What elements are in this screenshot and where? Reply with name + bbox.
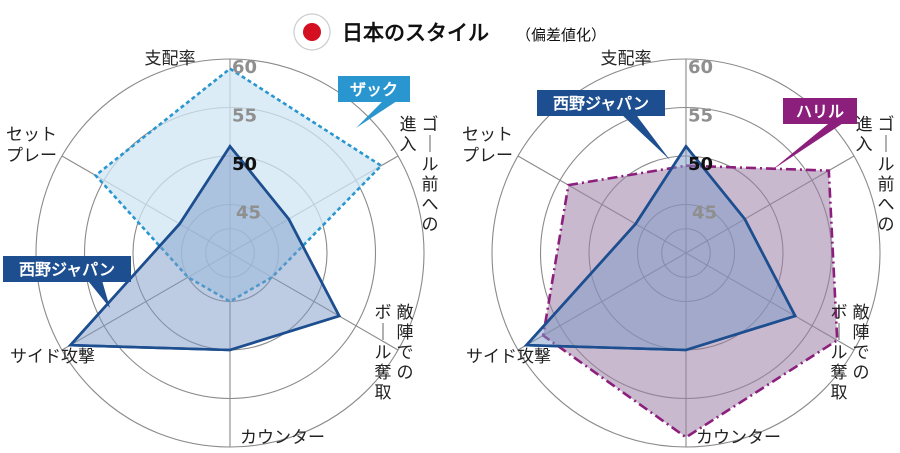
category-label: ル [422,155,439,175]
legend-pointer [356,101,397,128]
tick-label: 55 [688,106,713,127]
category-label: 前 [422,175,439,195]
category-label: セット [462,125,513,145]
legend-pointer [88,281,110,308]
chart-title: 日本のスタイル [342,21,489,45]
category-label: ボ [375,303,392,323]
category-label: 支配率 [145,49,196,69]
category-label: カウンター [240,428,325,448]
legend-label: ザック [350,80,398,99]
chart-title-note: （偏差値化） [516,26,606,44]
category-label: ｜ [422,135,439,155]
legend-pointer [622,115,670,160]
legend-tag [537,90,665,116]
category-label: カウンター [696,428,781,448]
category-label: ゴ [422,114,439,135]
tick-label: 50 [232,154,257,175]
category-label: 陣 [853,323,870,343]
category-label: ル [831,343,848,363]
category-label: の [397,363,414,383]
category-label: の [878,215,895,235]
legend-label: 西野ジャパン [19,260,115,279]
category-label: 支配率 [601,49,652,69]
radar-chart-right: 45505560支配率ゴ｜ル前への進入敵陣でのボ｜ル奪取カウンターサイド攻撃セッ… [462,49,895,448]
category-label: 取 [375,383,392,403]
category-label: サイド攻撃 [466,347,551,367]
category-label: 取 [831,383,848,403]
category-label: へ [878,195,895,215]
series-outline [67,144,342,352]
category-label: 奪 [831,363,848,383]
category-label: プレー [6,146,57,166]
category-label: プレー [462,146,513,166]
category-label: 前 [878,175,895,195]
legend-tag [783,98,857,124]
tick-label: 45 [692,203,717,224]
category-label: の [853,363,870,383]
legend-label: 西野ジャパン [553,94,649,113]
legend-tag [338,76,410,102]
series-outline [523,144,798,352]
category-label: で [397,343,414,363]
category-label: 奪 [375,363,392,383]
tick-label: 60 [232,57,257,78]
tick-label: 45 [236,203,261,224]
category-label: ゴ [878,114,895,135]
category-label: セット [6,125,57,145]
category-label: サイド攻撃 [10,347,95,367]
category-label: 進 [400,115,417,135]
category-label: の [422,215,439,235]
category-label: ｜ [375,323,392,343]
category-label: 敵 [397,303,414,323]
category-label: 敵 [853,303,870,323]
category-label: で [853,343,870,363]
legend-pointer [772,123,844,170]
category-label: へ [422,195,439,215]
legend-label: ハリル [796,102,844,121]
category-label: 陣 [397,323,414,343]
title-group: 日本のスタイル （偏差値化） [293,13,606,51]
tick-label: 60 [688,57,713,78]
radar-chart-left: 45505560支配率ゴ｜ル前への進入敵陣でのボ｜ル奪取カウンターサイド攻撃セッ… [3,49,439,448]
tick-label: 55 [232,106,257,127]
category-label: ル [878,155,895,175]
tick-label: 50 [688,154,713,175]
category-label: 入 [400,135,417,155]
legend-tag [3,256,131,282]
category-label: ｜ [878,135,895,155]
category-label: ボ [831,303,848,323]
category-label: ル [375,343,392,363]
category-label: 入 [856,135,873,155]
category-label: ｜ [831,323,848,343]
category-label: 進 [856,115,873,135]
japan-flag-icon [303,23,321,41]
